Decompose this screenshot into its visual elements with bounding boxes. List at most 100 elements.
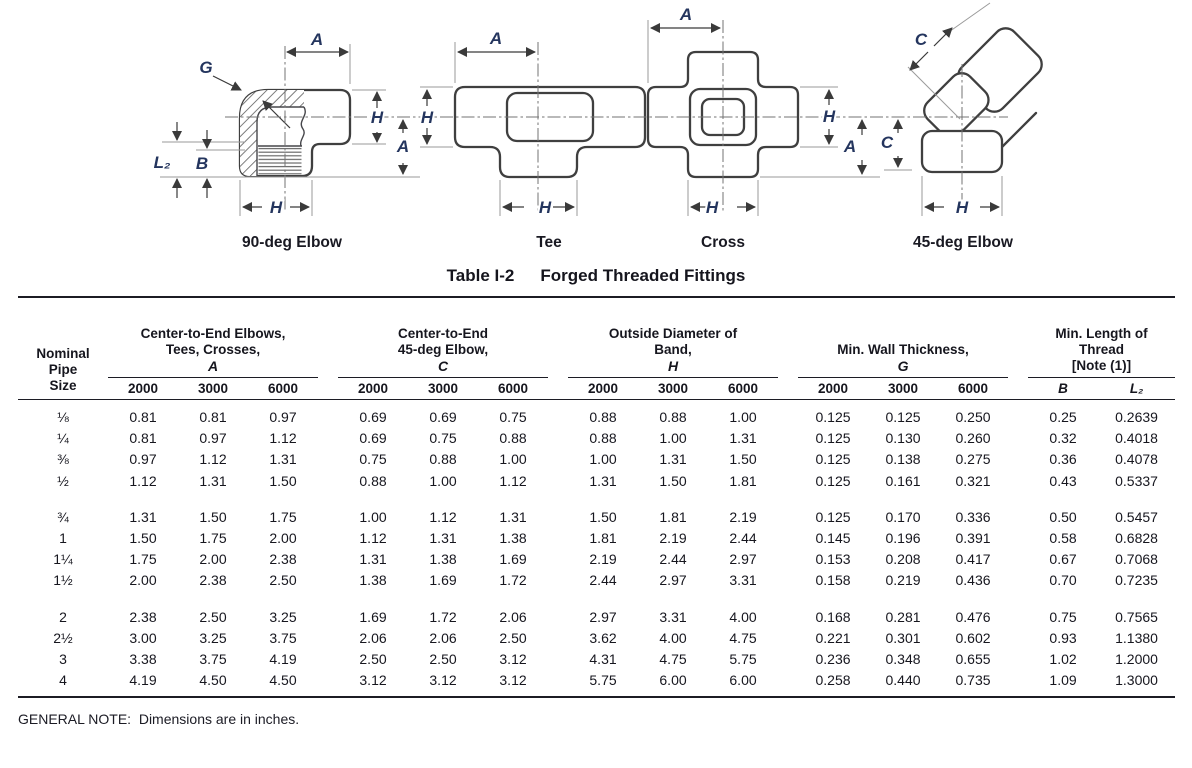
- subheader-3000: 3000: [408, 378, 479, 401]
- value-cell: 1.81: [589, 529, 617, 546]
- value-cell: 0.655: [955, 650, 991, 667]
- value-cell: 6.00: [729, 672, 757, 689]
- value-cell: 1.02: [1049, 650, 1077, 667]
- value-cell: 1.31: [359, 551, 387, 568]
- value-cell: 0.4018: [1115, 430, 1158, 447]
- value-cell: 3.25: [269, 608, 297, 625]
- value-cell: 0.436: [955, 572, 991, 589]
- table-row: 3 3.38 3.75 4.19 2.50 2.50 3.12 4.31 4.75 5.75 0.2…: [18, 648, 1175, 669]
- value-cell: 1.50: [269, 472, 297, 489]
- value-cell: 4.31: [589, 650, 617, 667]
- value-cell: 1.00: [659, 430, 687, 447]
- value-cell: 0.6828: [1115, 529, 1158, 546]
- value-cell: 2.38: [269, 551, 297, 568]
- value-cell: 0.125: [815, 472, 851, 489]
- value-cell: 1.50: [199, 508, 227, 525]
- value-cell: 0.81: [199, 409, 227, 425]
- value-cell: 0.250: [955, 409, 991, 425]
- value-cell: 3.31: [659, 608, 687, 625]
- value-cell: 0.125: [815, 508, 851, 525]
- value-cell: 1.38: [499, 529, 527, 546]
- value-cell: 1.75: [269, 508, 297, 525]
- general-note: GENERAL NOTE: Dimensions are in inches.: [18, 711, 300, 728]
- value-cell: 0.260: [955, 430, 991, 447]
- value-cell: 0.208: [885, 551, 921, 568]
- subheader-2000: 2000: [798, 378, 869, 401]
- value-cell: 1.00: [359, 508, 387, 525]
- value-cell: 0.7235: [1115, 572, 1158, 589]
- value-cell: 4.19: [129, 672, 157, 689]
- value-cell: 0.88: [429, 451, 457, 468]
- value-cell: 2.19: [729, 508, 757, 525]
- dim-label-a: A: [310, 30, 323, 49]
- value-cell: 0.170: [885, 508, 921, 525]
- dim-label-a: A: [396, 137, 409, 156]
- subheader-6000: 6000: [248, 378, 319, 401]
- value-cell: 0.97: [199, 430, 227, 447]
- subheader-6000: 6000: [938, 378, 1009, 401]
- value-cell: 2.44: [729, 529, 757, 546]
- value-cell: 0.125: [885, 409, 921, 425]
- value-cell: 1.00: [499, 451, 527, 468]
- table-title-text: Forged Threaded Fittings: [540, 266, 746, 285]
- table-row: 2 2.38 2.50 3.25 1.69 1.72 2.06 2.97 3.31 4.00 0.1…: [18, 606, 1175, 627]
- value-cell: 0.7565: [1115, 608, 1158, 625]
- value-cell: 0.5337: [1115, 472, 1158, 489]
- value-cell: 4.19: [269, 650, 297, 667]
- value-cell: 2.06: [429, 629, 457, 646]
- table-row: ⅛ 0.81 0.81 0.97 0.69 0.69 0.75 0.88 0.88 1.00 0.1…: [18, 400, 1175, 428]
- value-cell: 3.12: [499, 672, 527, 689]
- fittings-table: Nominal Pipe Size Center-to-End Elbows, …: [18, 296, 1176, 699]
- caption-elbow-90: 90-deg Elbow: [242, 234, 343, 251]
- elbow-90-threads: [258, 146, 302, 175]
- value-cell: 0.93: [1049, 629, 1077, 646]
- value-cell: 2.50: [199, 608, 227, 625]
- value-cell: 0.735: [955, 672, 991, 689]
- value-cell: 0.69: [359, 409, 387, 425]
- pipe-size-cell: 1½: [53, 572, 73, 589]
- value-cell: 0.336: [955, 508, 991, 525]
- table-row: ½ 1.12 1.31 1.50 0.88 1.00 1.12 1.31 1.50 1.81 0.1…: [18, 470, 1175, 491]
- value-cell: 0.25: [1049, 409, 1077, 425]
- value-cell: 3.62: [589, 629, 617, 646]
- value-cell: 2.38: [129, 608, 157, 625]
- caption-tee: Tee: [536, 234, 562, 251]
- value-cell: 1.31: [129, 508, 157, 525]
- value-cell: 1.50: [129, 529, 157, 546]
- value-cell: 0.69: [359, 430, 387, 447]
- value-cell: 4.00: [659, 629, 687, 646]
- dim-label-a: A: [679, 5, 692, 24]
- value-cell: 1.1380: [1115, 629, 1158, 646]
- value-cell: 5.75: [589, 672, 617, 689]
- pipe-size-cell: 1: [59, 529, 67, 546]
- value-cell: 0.97: [129, 451, 157, 468]
- value-cell: 3.31: [729, 572, 757, 589]
- elbow-90-wall-hatch: [240, 90, 304, 176]
- table-row: 1½ 2.00 2.38 2.50 1.38 1.69 1.72 2.44 2.97 3.31 0.…: [18, 570, 1175, 591]
- table-row: 1 1.50 1.75 2.00 1.12 1.31 1.38 1.81 2.19 2.44 0.1…: [18, 527, 1175, 548]
- value-cell: 2.97: [589, 608, 617, 625]
- value-cell: 2.44: [589, 572, 617, 589]
- value-cell: 1.69: [429, 572, 457, 589]
- value-cell: 0.221: [815, 629, 851, 646]
- fittings-diagrams: G A H A L₂ B H A H H A H H A C C H 90-de…: [152, 2, 1043, 251]
- value-cell: 6.00: [659, 672, 687, 689]
- dim-label-h: H: [823, 107, 836, 126]
- value-cell: 0.75: [499, 409, 527, 425]
- value-cell: 1.50: [589, 508, 617, 525]
- subheader-2000: 2000: [108, 378, 178, 401]
- subheader-2000: 2000: [338, 378, 409, 401]
- value-cell: 0.281: [885, 608, 921, 625]
- value-cell: 0.440: [885, 672, 921, 689]
- value-cell: 0.417: [955, 551, 991, 568]
- value-cell: 1.12: [199, 451, 227, 468]
- value-cell: 0.36: [1049, 451, 1077, 468]
- dim-label-a: A: [843, 137, 856, 156]
- value-cell: 0.43: [1049, 472, 1077, 489]
- value-cell: 2.19: [589, 551, 617, 568]
- dim-label-a: A: [489, 29, 502, 48]
- table-row: 2½ 3.00 3.25 3.75 2.06 2.06 2.50 3.62 4.00 4.75 0.…: [18, 627, 1175, 648]
- value-cell: 0.75: [359, 451, 387, 468]
- value-cell: 4.75: [659, 650, 687, 667]
- value-cell: 0.161: [885, 472, 921, 489]
